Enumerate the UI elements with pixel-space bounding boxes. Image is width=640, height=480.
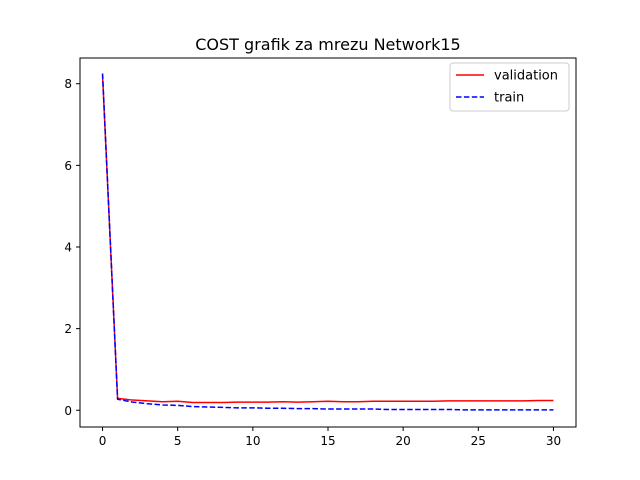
y-tick-label: 8 [64,77,72,91]
x-tick-label: 30 [546,434,561,448]
x-tick-label: 10 [245,434,260,448]
plot-area: 0 5 10 15 20 25 30 0 2 4 6 8 validation train [64,57,577,448]
series-line-validation [101,75,554,404]
x-tick-label: 25 [471,434,486,448]
legend-label-validation: validation [494,69,558,84]
legend-label-train: train [494,91,524,106]
y-tick-label: 6 [64,159,72,173]
x-tick-label: 20 [396,434,411,448]
y-tick-label: 4 [64,240,72,254]
y-tick-label: 2 [64,322,72,336]
chart-title: COST grafik za mrezu Network15 [195,35,460,54]
x-tick-label: 15 [320,434,335,448]
series-line-train [101,73,554,411]
x-tick-label: 5 [174,434,182,448]
y-tick-label: 0 [64,404,72,418]
x-tick-label: 0 [99,434,107,448]
